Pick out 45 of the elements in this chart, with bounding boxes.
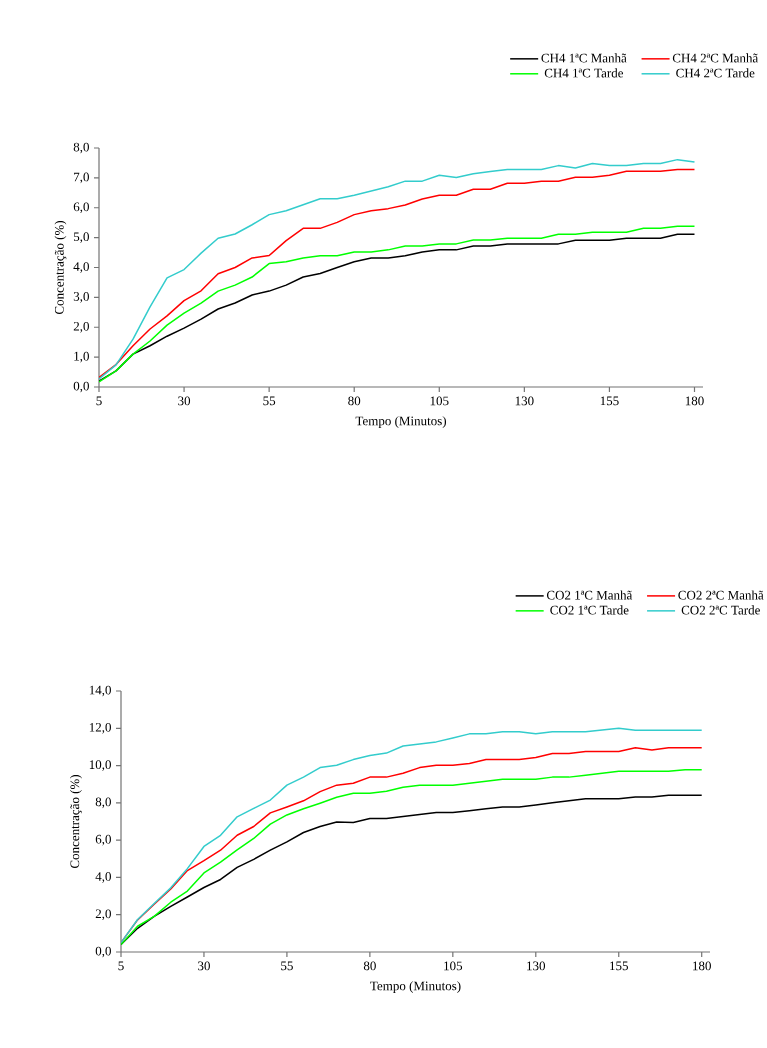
y-tick-label: 14,0 <box>89 685 111 697</box>
y-tick-label: 0,0 <box>73 381 89 393</box>
x-axis-title: Tempo (Minutos) <box>370 981 461 993</box>
x-tick-label: 55 <box>263 396 276 406</box>
y-tick-label: 3,0 <box>73 292 89 303</box>
y-tick-label: 4,0 <box>95 872 111 883</box>
x-tick-label: 155 <box>600 396 619 406</box>
x-tick-label: 5 <box>118 961 124 971</box>
legend-label: CO2 2ªC Tarde <box>681 605 760 615</box>
legend-label: CO2 2ªC Manhã <box>678 590 764 600</box>
legend-label: CH4 2ªC Tarde <box>676 68 755 78</box>
x-tick-label: 130 <box>515 396 534 406</box>
y-tick-label: 0,0 <box>95 946 111 958</box>
y-tick-label: 8,0 <box>73 142 89 154</box>
y-tick-label: 12,0 <box>89 722 111 734</box>
x-tick-label: 30 <box>198 961 210 971</box>
x-tick-label: 130 <box>527 961 546 971</box>
legend-label: CH4 1ªC Manhã <box>541 53 627 63</box>
x-tick-label: 105 <box>444 961 463 971</box>
x-tick-label: 155 <box>610 961 628 971</box>
y-axis-title: Concentração (%) <box>54 220 67 315</box>
y-tick-label: 7,0 <box>74 172 89 184</box>
legend-label: CH4 1ªC Tarde <box>544 68 624 78</box>
y-tick-label: 2,0 <box>95 909 111 921</box>
x-tick-label: 55 <box>281 961 293 971</box>
y-tick-label: 6,0 <box>95 834 111 846</box>
legend-label: CH4 2ªC Manhã <box>672 53 759 63</box>
x-tick-label: 105 <box>430 396 449 406</box>
legend-label: CO2 1ªC Tarde <box>550 605 629 615</box>
x-tick-label: 5 <box>96 396 102 406</box>
legend-label: CO2 1ªC Manhã <box>546 590 633 600</box>
x-tick-label: 80 <box>363 961 376 971</box>
x-tick-label: 30 <box>178 396 191 406</box>
y-tick-label: 1,0 <box>74 351 89 363</box>
y-tick-label: 2,0 <box>73 321 89 333</box>
y-tick-label: 4,0 <box>73 262 89 273</box>
x-tick-label: 180 <box>685 396 704 406</box>
y-tick-label: 8,0 <box>95 797 111 809</box>
x-axis-title: Tempo (Minutos) <box>355 416 447 428</box>
y-tick-label: 6,0 <box>73 202 89 214</box>
x-tick-label: 180 <box>693 961 711 971</box>
y-tick-label: 10,0 <box>89 760 111 771</box>
x-tick-label: 80 <box>348 396 361 406</box>
y-axis-title: Concentração (%) <box>70 774 82 869</box>
y-tick-label: 5,0 <box>73 232 89 243</box>
